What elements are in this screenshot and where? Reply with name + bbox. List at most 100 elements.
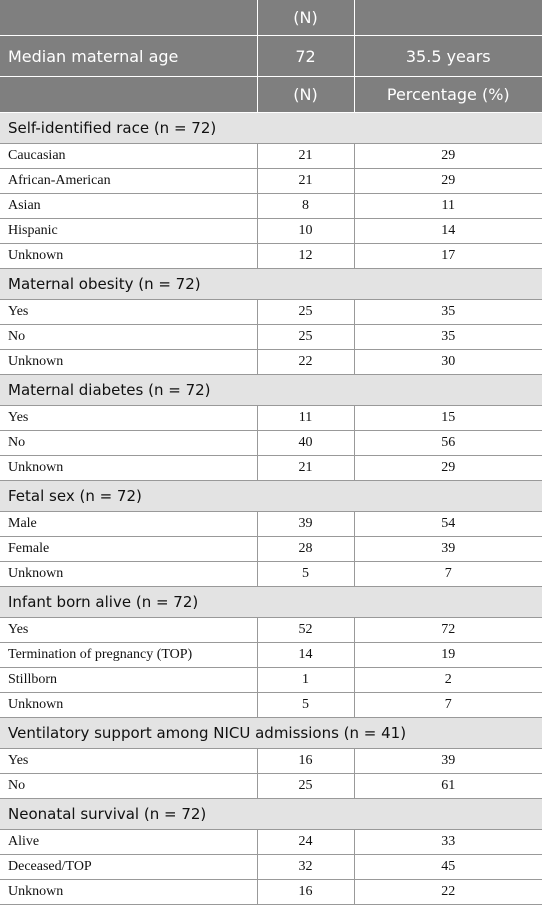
section-row: Maternal diabetes (n = 72) [0,374,542,406]
row-label: Unknown [0,692,258,718]
section-row: Infant born alive (n = 72) [0,586,542,618]
data-row: Unknown 5 7 [0,561,542,587]
percentage: 39 [353,536,542,562]
count: 14 [256,642,355,668]
data-row: No 25 35 [0,324,542,350]
count: 1 [256,667,355,693]
percentage: 33 [353,829,542,855]
row-label: Alive [0,829,258,855]
count: 39 [256,511,355,537]
data-row: Unknown 5 7 [0,692,542,718]
row-label: Unknown [0,243,258,269]
section-title: Neonatal survival (n = 72) [0,798,542,830]
count: 25 [256,299,355,325]
data-row: Unknown 12 17 [0,243,542,269]
percentage: 17 [353,243,542,269]
row-label: Asian [0,193,258,219]
row-label: Unknown [0,349,258,375]
data-row: Alive 24 33 [0,829,542,855]
row-label: Termination of pregnancy (TOP) [0,642,258,668]
percentage: 19 [353,642,542,668]
row-label: Female [0,536,258,562]
column-header: (N) [257,76,355,113]
data-row: No 25 61 [0,773,542,799]
percentage: 61 [353,773,542,799]
section-row: Self-identified race (n = 72) [0,112,542,144]
count: 5 [256,561,355,587]
count: 52 [256,617,355,643]
data-row: Male 39 54 [0,511,542,537]
percentage: 35 [353,299,542,325]
row-label: Yes [0,617,258,643]
section-row: Fetal sex (n = 72) [0,480,542,512]
data-row: Yes 11 15 [0,405,542,431]
count: 8 [256,193,355,219]
header-row: (N) Percentage (%) [0,76,542,113]
count: 16 [256,748,355,774]
count: 21 [256,168,355,194]
count: 24 [256,829,355,855]
row-label: Unknown [0,879,258,905]
section-title: Maternal obesity (n = 72) [0,268,542,300]
count: 25 [256,324,355,350]
percentage: 29 [353,168,542,194]
data-row: Unknown 21 29 [0,455,542,481]
data-row: No 40 56 [0,430,542,456]
cell [0,0,258,36]
count: 28 [256,536,355,562]
count: 16 [256,879,355,905]
percentage: 11 [353,193,542,219]
count: 22 [256,349,355,375]
data-row: Caucasian 21 29 [0,143,542,169]
n-label: (N) [257,0,355,36]
header-row: (N) [0,0,542,36]
row-label: No [0,773,258,799]
count: 40 [256,430,355,456]
count: 10 [256,218,355,244]
percentage: 72 [353,617,542,643]
median-value: 35.5 years [354,35,542,77]
row-label: Yes [0,748,258,774]
header-row: Median maternal age 72 35.5 years [0,35,542,77]
section-title: Ventilatory support among NICU admission… [0,717,542,749]
cell [0,76,258,113]
data-row: Unknown 16 22 [0,879,542,905]
section-title: Fetal sex (n = 72) [0,480,542,512]
section-row: Maternal obesity (n = 72) [0,268,542,300]
percentage: 30 [353,349,542,375]
percentage: 2 [353,667,542,693]
count: 21 [256,143,355,169]
data-row: Female 28 39 [0,536,542,562]
row-label: Hispanic [0,218,258,244]
data-row: Termination of pregnancy (TOP) 14 19 [0,642,542,668]
count: 25 [256,773,355,799]
row-label: Stillborn [0,667,258,693]
row-label: Unknown [0,455,258,481]
median-n: 72 [257,35,355,77]
row-label: Yes [0,405,258,431]
row-label: No [0,430,258,456]
percentage: 56 [353,430,542,456]
data-row: Yes 52 72 [0,617,542,643]
section-title: Maternal diabetes (n = 72) [0,374,542,406]
percentage: 22 [353,879,542,905]
median-label: Median maternal age [0,35,258,77]
data-row: Hispanic 10 14 [0,218,542,244]
percentage: 39 [353,748,542,774]
percentage: 54 [353,511,542,537]
percentage: 35 [353,324,542,350]
row-label: No [0,324,258,350]
percentage: 14 [353,218,542,244]
data-row: African-American 21 29 [0,168,542,194]
percentage: 29 [353,455,542,481]
section-row: Ventilatory support among NICU admission… [0,717,542,749]
row-label: Deceased/TOP [0,854,258,880]
percentage: 29 [353,143,542,169]
column-header: Percentage (%) [354,76,542,113]
count: 5 [256,692,355,718]
data-row: Stillborn 1 2 [0,667,542,693]
data-row: Unknown 22 30 [0,349,542,375]
section-row: Neonatal survival (n = 72) [0,798,542,830]
